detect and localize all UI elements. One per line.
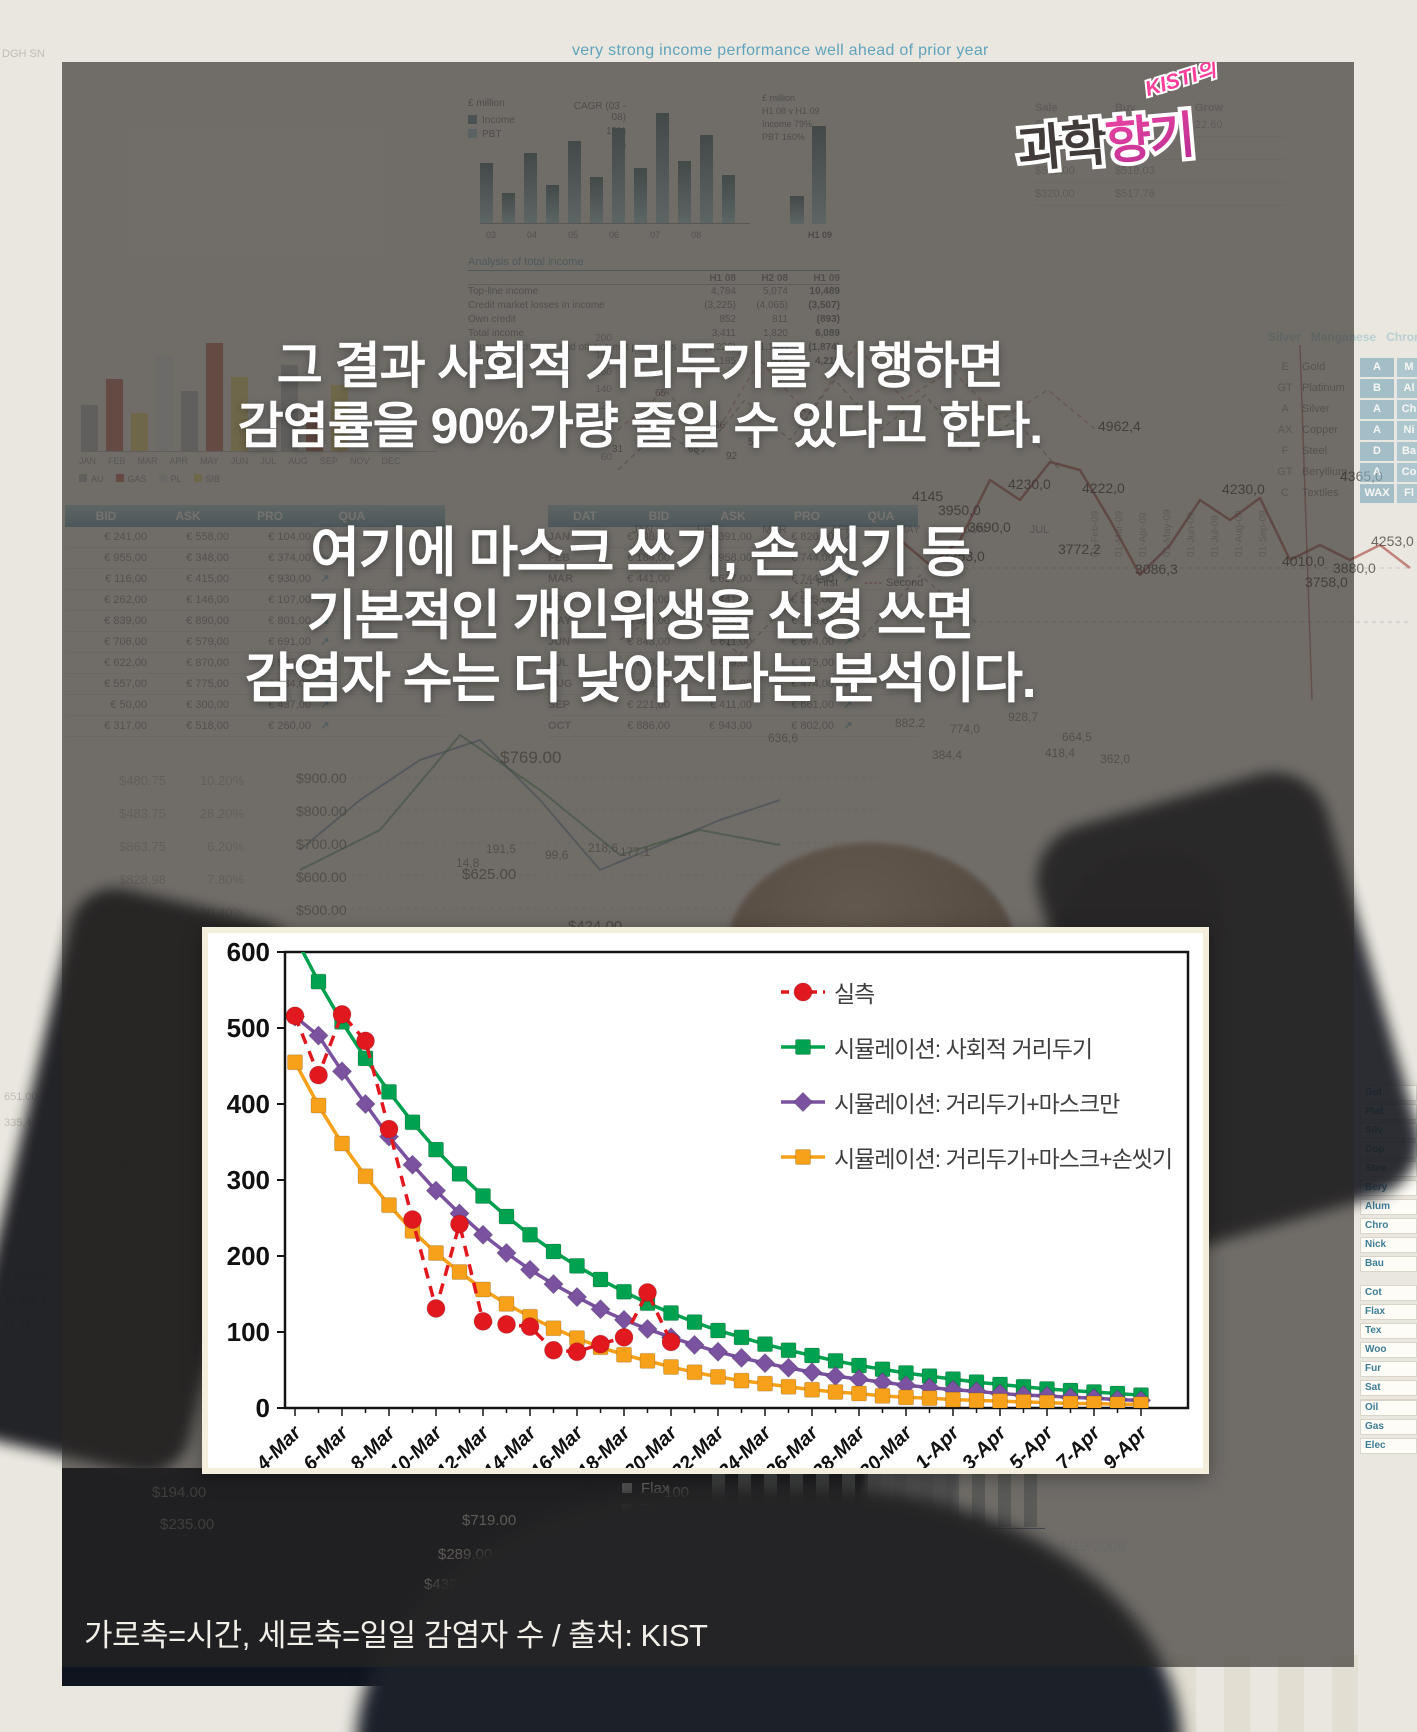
list-item: Gas (1360, 1419, 1417, 1435)
bg-top-note: very strong income performance well ahea… (572, 42, 989, 59)
legend-entry: 시뮬레이션: 거리두기+마스크+손씻기 (780, 1144, 1173, 1172)
legend-marker-circle (781, 982, 825, 1002)
svg-text:9-Apr: 9-Apr (1099, 1421, 1152, 1468)
svg-text:과학향기: 과학향기 (1015, 107, 1195, 178)
list-item: Oil (1360, 1400, 1417, 1416)
list-item: Alum (1360, 1199, 1417, 1215)
table-cell: Fl (1397, 484, 1417, 503)
table-cell: Ch (1397, 400, 1417, 419)
list-item: Flax (1360, 1304, 1417, 1320)
headline-block: 그 결과 사회적 거리두기를 시행하면 감염률을 90%가량 줄일 수 있다고 … (62, 336, 1218, 456)
kisti-science-scent-logo: KISTI의 과학향기 (1008, 55, 1237, 189)
table-cell: WAX (1360, 484, 1394, 503)
subhead-line-2: 기본적인 개인위생을 신경 쓰면 (306, 586, 975, 646)
bg-edge-strip-energy: Oil Gas Elec (1360, 1400, 1417, 1457)
list-item: Fur (1360, 1361, 1417, 1377)
svg-text:6-Mar: 6-Mar (299, 1421, 353, 1468)
legend-marker-diamond (781, 1091, 825, 1113)
headline-line-1: 그 결과 사회적 거리두기를 시행하면 (276, 338, 1005, 394)
table-cell: Al (1397, 379, 1417, 398)
list-item: Cot (1360, 1285, 1417, 1301)
headline-line-2: 감염률을 90%가량 줄일 수 있다고 한다. (237, 398, 1043, 454)
svg-text:600: 600 (227, 937, 270, 967)
legend-label: 실측 (834, 981, 875, 1007)
axis-source-caption: 가로축=시간, 세로축=일일 감염자 수 / 출처: KIST (84, 1618, 708, 1653)
legend-label: 시뮬레이션: 거리두기+마스크만 (834, 1091, 1120, 1117)
list-item: Bau (1360, 1256, 1417, 1272)
legend-entry: 실측 (780, 979, 1172, 1007)
table-cell: A (1360, 358, 1394, 377)
list-item: Elec (1360, 1438, 1417, 1454)
subhead-block: 여기에 마스크 쓰기, 손 씻기 등 기본적인 개인위생을 신경 쓰면 감염자 … (62, 522, 1218, 711)
svg-text:5-Apr: 5-Apr (1005, 1421, 1058, 1468)
list-item: Chrome (1386, 330, 1417, 344)
list-item: Sat (1360, 1380, 1417, 1396)
bg-red-label: 4253,0 (1371, 533, 1414, 549)
svg-text:1-Apr: 1-Apr (911, 1421, 964, 1468)
svg-text:400: 400 (227, 1089, 270, 1119)
svg-text:100: 100 (227, 1317, 270, 1347)
table-cell: D (1360, 442, 1394, 461)
table-cell: A (1360, 421, 1394, 440)
svg-text:0: 0 (256, 1393, 270, 1423)
table-cell: Ni (1397, 421, 1417, 440)
list-item: Tex (1360, 1323, 1417, 1339)
svg-text:4-Mar: 4-Mar (252, 1421, 307, 1468)
svg-text:200: 200 (227, 1241, 270, 1271)
svg-text:300: 300 (227, 1165, 270, 1195)
bg-edge-strip-textiles: CotFlaxTexWooFurSatSilk (1360, 1285, 1417, 1418)
legend-marker-square (781, 1149, 825, 1165)
list-item: Woo (1360, 1342, 1417, 1358)
bg-corner-note: DGH SN (2, 48, 45, 60)
legend-entry: 시뮬레이션: 거리두기+마스크만 (780, 1089, 1172, 1117)
list-item: Nick (1360, 1237, 1417, 1253)
legend-entry: 시뮬레이션: 사회적 거리두기 (780, 1034, 1172, 1062)
svg-text:30-Mar: 30-Mar (855, 1421, 917, 1468)
legend-label: 시뮬레이션: 사회적 거리두기 (834, 1036, 1093, 1062)
table-cell: A (1360, 400, 1394, 419)
svg-text:500: 500 (227, 1013, 270, 1043)
logo-scent-text: 향기 (1103, 107, 1196, 170)
table-cell: B (1360, 379, 1394, 398)
subhead-line-1: 여기에 마스크 쓰기, 손 씻기 등 (310, 523, 971, 583)
simulation-chart-card: 0 100 200 300 400 500 600 4-Mar 6-Mar 8-Mar 10-Mar… (202, 927, 1209, 1484)
logo-kisti-text: KISTI의 (1142, 61, 1221, 101)
table-cell: A (1360, 463, 1394, 482)
subhead-line-3: 감염자 수는 더 낮아진다는 분석이다. (244, 649, 1037, 709)
logo-graphic: KISTI의 과학향기 (1011, 55, 1223, 182)
logo-science-text: 과학 (1015, 114, 1110, 178)
table-cell: Co (1397, 463, 1417, 482)
legend-marker-square (781, 1039, 825, 1055)
list-item: Chro (1360, 1218, 1417, 1234)
svg-text:7-Apr: 7-Apr (1052, 1421, 1105, 1468)
table-cell: Ba (1397, 442, 1417, 461)
legend-label: 시뮬레이션: 거리두기+마스크+손씻기 (834, 1146, 1173, 1172)
table-cell: M (1397, 358, 1417, 377)
svg-text:3-Apr: 3-Apr (958, 1421, 1011, 1468)
